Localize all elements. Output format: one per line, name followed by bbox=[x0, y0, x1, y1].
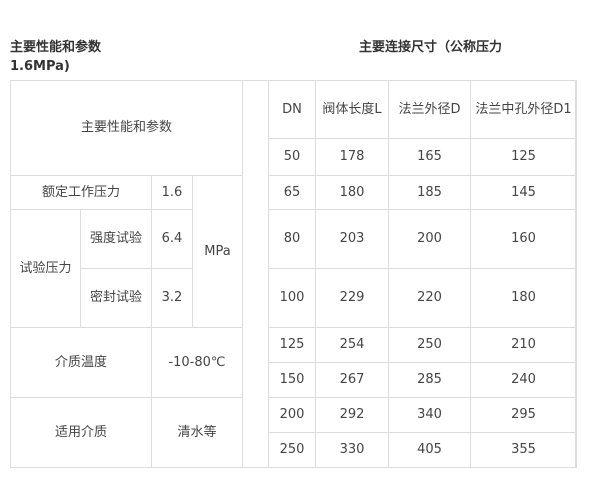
medium-label: 适用介质 bbox=[10, 397, 152, 468]
cell-flange-od: 165 bbox=[388, 138, 471, 176]
header-body-length: 阀体长度L bbox=[315, 80, 389, 139]
cell-flange-bolt-circle: 295 bbox=[470, 397, 577, 433]
cell-body-length: 292 bbox=[315, 397, 389, 433]
header-dn: DN bbox=[268, 80, 316, 139]
strength-test-label: 强度试验 bbox=[80, 209, 152, 269]
header-flange-od: 法兰外径D bbox=[388, 80, 471, 139]
cell-dn: 50 bbox=[268, 138, 316, 176]
medium-temp-label: 介质温度 bbox=[10, 327, 152, 398]
cell-flange-bolt-circle: 210 bbox=[470, 327, 577, 363]
cell-dn: 150 bbox=[268, 362, 316, 398]
medium-temp-value: -10-80℃ bbox=[151, 327, 243, 398]
rated-pressure-value: 1.6 bbox=[151, 175, 193, 210]
cell-dn: 200 bbox=[268, 397, 316, 433]
test-pressure-label: 试验压力 bbox=[10, 209, 81, 328]
cell-flange-bolt-circle: 240 bbox=[470, 362, 577, 398]
medium-value: 清水等 bbox=[151, 397, 243, 468]
header-flange-bolt-circle: 法兰中孔外径D1 bbox=[470, 80, 577, 139]
cell-flange-od: 220 bbox=[388, 268, 471, 328]
cell-flange-od: 340 bbox=[388, 397, 471, 433]
cell-flange-od: 200 bbox=[388, 209, 471, 269]
cell-body-length: 203 bbox=[315, 209, 389, 269]
heading-performance-cont: 1.6MPa) bbox=[10, 59, 70, 74]
seal-test-value: 3.2 bbox=[151, 268, 193, 328]
cell-flange-od: 405 bbox=[388, 432, 471, 468]
cell-body-length: 330 bbox=[315, 432, 389, 468]
cell-dn: 100 bbox=[268, 268, 316, 328]
cell-flange-od: 285 bbox=[388, 362, 471, 398]
cell-flange-od: 185 bbox=[388, 175, 471, 210]
cell-flange-bolt-circle: 355 bbox=[470, 432, 577, 468]
cell-body-length: 229 bbox=[315, 268, 389, 328]
unit-cell: MPa bbox=[192, 175, 243, 328]
cell-flange-bolt-circle: 145 bbox=[470, 175, 577, 210]
spacer-column bbox=[242, 80, 269, 468]
perf-title-cell: 主要性能和参数 bbox=[10, 80, 243, 176]
cell-dn: 125 bbox=[268, 327, 316, 363]
cell-flange-bolt-circle: 180 bbox=[470, 268, 577, 328]
seal-test-label: 密封试验 bbox=[80, 268, 152, 328]
cell-dn: 65 bbox=[268, 175, 316, 210]
cell-dn: 250 bbox=[268, 432, 316, 468]
heading-performance: 主要性能和参数 bbox=[10, 40, 102, 55]
cell-flange-bolt-circle: 160 bbox=[470, 209, 577, 269]
cell-flange-od: 250 bbox=[388, 327, 471, 363]
cell-body-length: 267 bbox=[315, 362, 389, 398]
cell-dn: 80 bbox=[268, 209, 316, 269]
cell-body-length: 254 bbox=[315, 327, 389, 363]
cell-body-length: 178 bbox=[315, 138, 389, 176]
rated-pressure-label: 额定工作压力 bbox=[10, 175, 152, 210]
cell-flange-bolt-circle: 125 bbox=[470, 138, 577, 176]
cell-body-length: 180 bbox=[315, 175, 389, 210]
strength-test-value: 6.4 bbox=[151, 209, 193, 269]
heading-dimensions: 主要连接尺寸（公称压力 bbox=[359, 40, 503, 55]
